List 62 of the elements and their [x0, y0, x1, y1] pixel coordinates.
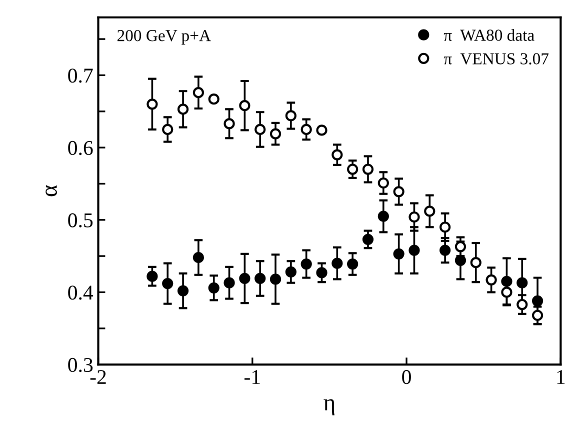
point	[146, 270, 158, 282]
point	[516, 277, 528, 288]
point	[162, 278, 174, 290]
point	[378, 177, 389, 189]
legend-label: π WA80 data	[444, 29, 534, 41]
point	[177, 285, 189, 296]
point	[362, 164, 374, 175]
point	[440, 244, 451, 256]
y-tick-label: 0.4	[68, 286, 94, 300]
point	[177, 104, 189, 115]
point	[454, 241, 466, 252]
x-tick-label: -2	[90, 370, 106, 384]
x-tick-label: 0	[402, 370, 411, 384]
point	[470, 257, 482, 268]
point	[208, 282, 220, 294]
point	[162, 124, 174, 136]
x-axis-title: η	[324, 399, 334, 416]
point	[424, 206, 436, 217]
annotation: 200 GeV p+A	[117, 30, 211, 45]
point	[332, 258, 343, 269]
point	[285, 110, 296, 122]
point	[300, 124, 312, 136]
point	[192, 87, 204, 98]
point	[440, 222, 451, 233]
point	[362, 234, 374, 245]
point	[254, 272, 266, 284]
point	[316, 124, 328, 136]
point	[316, 267, 328, 278]
point	[300, 258, 312, 270]
point	[224, 118, 235, 130]
point	[239, 100, 250, 112]
point	[393, 186, 404, 198]
point	[224, 277, 235, 288]
point	[516, 298, 528, 310]
point	[408, 244, 420, 256]
point	[146, 98, 158, 110]
point	[285, 266, 296, 278]
point	[192, 252, 204, 264]
point	[347, 164, 358, 175]
point	[208, 94, 220, 105]
y-tick-label: 0.6	[68, 140, 93, 156]
y-tick-label: 0.7	[68, 68, 93, 83]
point	[239, 272, 250, 284]
x-tick-label: -1	[244, 370, 260, 384]
point	[378, 210, 389, 222]
y-axis-title: α	[46, 185, 58, 196]
point	[501, 286, 512, 298]
y-tick-label: 0.5	[68, 213, 93, 228]
x-tick-label: 1	[557, 370, 565, 384]
legend-label: π VENUS 3.07	[444, 53, 549, 64]
point	[332, 149, 343, 160]
point	[486, 274, 497, 286]
point	[408, 211, 420, 223]
point	[532, 295, 544, 306]
point	[532, 310, 544, 321]
point	[254, 124, 266, 136]
point	[270, 274, 282, 285]
y-tick-label: 0.3	[68, 358, 93, 372]
point	[347, 258, 358, 270]
point	[270, 128, 282, 140]
point	[393, 248, 404, 260]
point	[454, 254, 466, 266]
